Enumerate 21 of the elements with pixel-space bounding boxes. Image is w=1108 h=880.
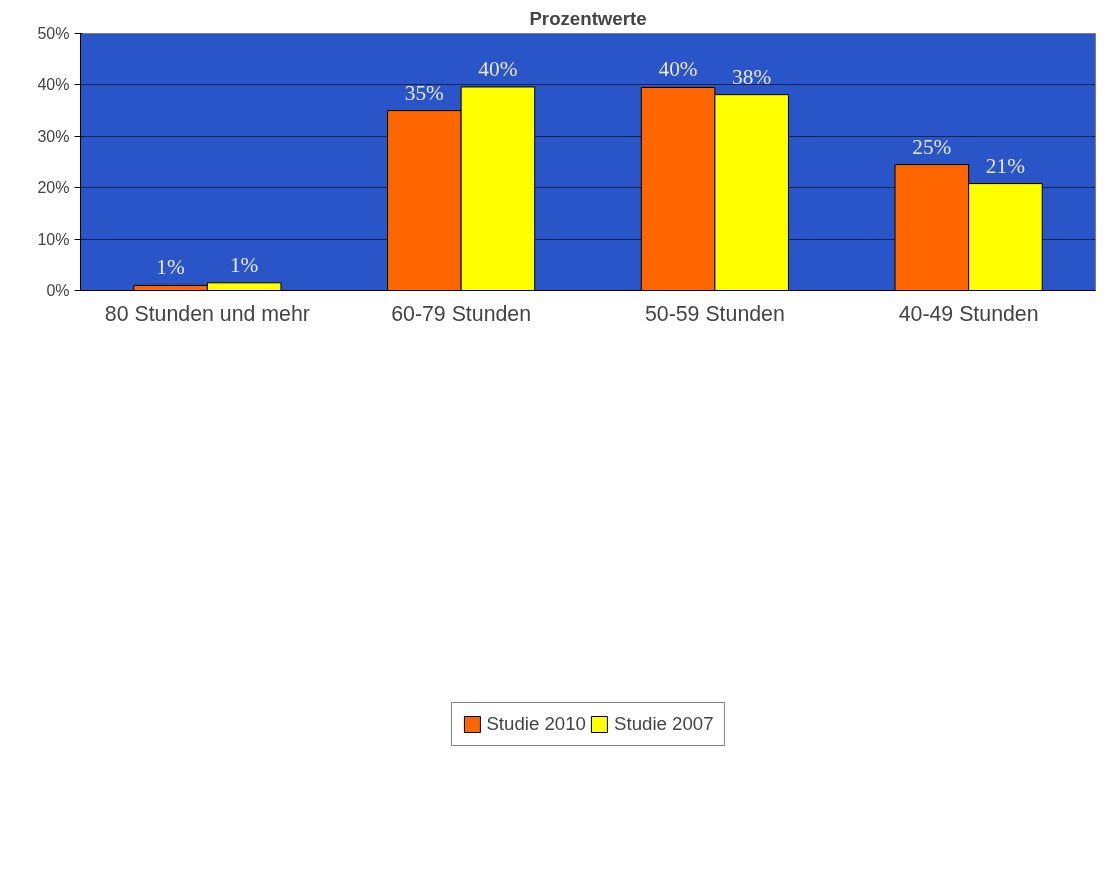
data-label: 40% [478, 56, 518, 81]
chart-title: Prozentwerte [529, 7, 647, 29]
y-tick-label: 50% [37, 25, 70, 42]
data-label: 21% [985, 153, 1026, 178]
y-tick-label: 30% [37, 127, 70, 145]
y-tick-label: 20% [37, 179, 70, 197]
y-tick-label: 10% [37, 230, 70, 248]
y-tick-label: 40% [37, 76, 70, 94]
x-tick-label: 80 Stunden und mehr [104, 301, 310, 326]
data-label: 35% [404, 80, 445, 105]
data-label: 1% [229, 252, 259, 277]
y-tick-label: 0% [46, 282, 70, 299]
data-label: 1% [156, 255, 186, 280]
x-tick-label: 60-79 Stunden [391, 301, 532, 326]
data-label: 25% [912, 134, 952, 159]
legend-label: Studie 2010 [486, 712, 586, 735]
x-tick-label: 40-49 Stunden [898, 301, 1039, 326]
x-tick-label: 50-59 Stunden [644, 301, 785, 326]
legend-label: Studie 2007 [614, 712, 714, 735]
data-label: 38% [732, 64, 772, 89]
data-label: 40% [658, 57, 698, 82]
